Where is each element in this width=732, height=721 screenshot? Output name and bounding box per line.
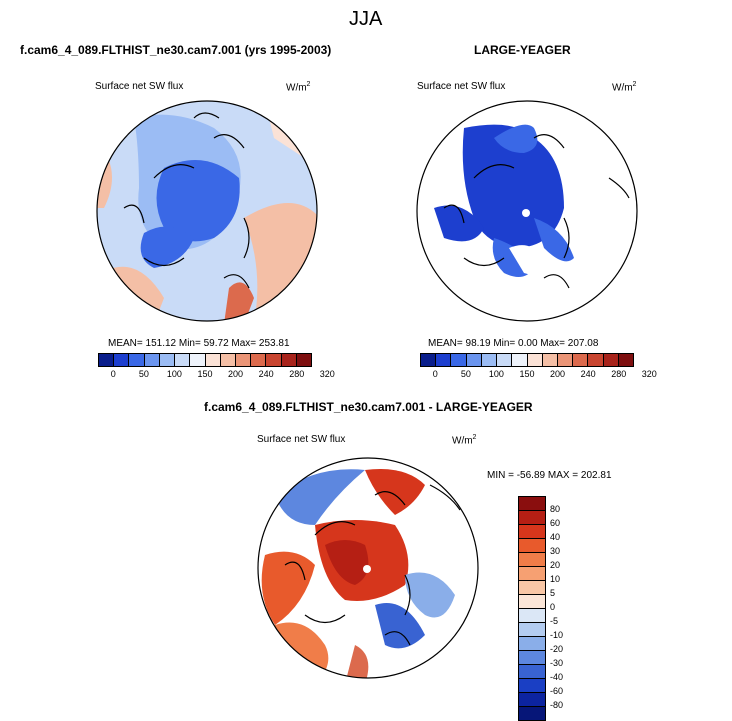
colorbar-swatch xyxy=(519,665,545,679)
colorbar-swatch xyxy=(588,354,604,366)
panel1-heading: f.cam6_4_089.FLTHIST_ne30.cam7.001 (yrs … xyxy=(20,43,332,57)
colorbar-swatch xyxy=(519,553,545,567)
colorbar-swatch xyxy=(519,525,545,539)
pole-dot-icon xyxy=(363,565,371,573)
panel2-variable: Surface net SW flux xyxy=(417,81,506,92)
panel1-units: W/m2 xyxy=(286,81,311,94)
panel2-polar-map xyxy=(416,100,638,322)
colorbar-swatch xyxy=(436,354,452,366)
panel1-variable: Surface net SW flux xyxy=(95,81,184,92)
colorbar-swatch xyxy=(519,623,545,637)
colorbar-swatch xyxy=(557,354,574,366)
colorbar-swatch xyxy=(519,567,545,581)
colorbar-swatch xyxy=(512,354,528,366)
colorbar-tick-label: 100 xyxy=(166,369,182,379)
panel1-polar-map xyxy=(96,100,318,322)
colorbar-swatch xyxy=(519,679,545,693)
panel1-stats: MEAN= 151.12 Min= 59.72 Max= 253.81 xyxy=(108,338,290,349)
colorbar-tick-label: 150 xyxy=(519,369,535,379)
colorbar-tick-label: 5 xyxy=(550,588,556,598)
colorbar-tick-label: -80 xyxy=(550,700,564,710)
colorbar-tick-label: 150 xyxy=(197,369,213,379)
colorbar-swatch xyxy=(519,693,545,707)
panel3-stats: MIN = -56.89 MAX = 202.81 xyxy=(487,470,612,481)
colorbar-tick-label: 10 xyxy=(550,574,561,584)
colorbar-tick-label: -40 xyxy=(550,672,564,682)
colorbar-swatch xyxy=(451,354,467,366)
colorbar-swatch xyxy=(296,354,312,366)
colorbar-swatch xyxy=(519,707,545,720)
colorbar-tick-label: -10 xyxy=(550,630,564,640)
colorbar-swatch xyxy=(519,651,545,665)
pole-dot-icon xyxy=(522,209,530,217)
colorbar-tick-label: 0 xyxy=(110,369,116,379)
colorbar-swatch xyxy=(281,354,297,366)
colorbar-swatch xyxy=(527,354,543,366)
panel2-heading: LARGE-YEAGER xyxy=(474,43,571,57)
colorbar-tick-label: -60 xyxy=(550,686,564,696)
panel1-colorbar: 0 50 100 150 200 240 280 320 xyxy=(98,353,335,379)
colorbar-tick-label: 320 xyxy=(319,369,335,379)
colorbar-swatch xyxy=(99,354,115,366)
colorbar-tick-label: 280 xyxy=(611,369,627,379)
colorbar-swatch xyxy=(159,354,176,366)
panel3-polar-map xyxy=(257,457,479,679)
panel3-colorbar: 80 60 40 30 20 10 5 0 -5 -10 -20 -30 -40 -60 -80 xyxy=(518,496,563,721)
colorbar-tick-label: 20 xyxy=(550,560,561,570)
colorbar-tick-label: 50 xyxy=(460,369,471,379)
colorbar-tick-label: 60 xyxy=(550,518,561,528)
panel3-heading: f.cam6_4_089.FLTHIST_ne30.cam7.001 - LAR… xyxy=(204,400,533,414)
colorbar-swatch xyxy=(190,354,206,366)
colorbar-swatch xyxy=(519,511,545,525)
colorbar-swatch xyxy=(618,354,634,366)
colorbar-swatch xyxy=(175,354,191,366)
colorbar-swatch xyxy=(542,354,558,366)
panel2-stats: MEAN= 98.19 Min= 0.00 Max= 207.08 xyxy=(428,338,599,349)
panel3-variable: Surface net SW flux xyxy=(257,434,346,445)
colorbar-swatch xyxy=(603,354,619,366)
colorbar-swatch xyxy=(235,354,252,366)
colorbar-tick-label: -20 xyxy=(550,644,564,654)
colorbar-swatch xyxy=(266,354,282,366)
colorbar-swatch xyxy=(519,497,545,511)
colorbar-swatch xyxy=(519,581,545,595)
colorbar-tick-label: 240 xyxy=(580,369,596,379)
colorbar-swatch xyxy=(573,354,589,366)
colorbar-tick-label: 80 xyxy=(550,504,561,514)
panel2-colorbar: 0 50 100 150 200 240 280 320 xyxy=(420,353,657,379)
colorbar-swatch xyxy=(519,539,545,553)
panel2-units: W/m2 xyxy=(612,81,637,94)
colorbar-tick-label: 320 xyxy=(641,369,657,379)
colorbar-tick-label: 280 xyxy=(289,369,305,379)
colorbar-swatch xyxy=(519,609,545,623)
colorbar-tick-label: -5 xyxy=(550,616,559,626)
colorbar-swatch xyxy=(519,595,545,609)
colorbar-tick-label: 30 xyxy=(550,546,561,556)
figure-title: JJA xyxy=(349,8,383,30)
colorbar-swatch xyxy=(144,354,160,366)
colorbar-swatch xyxy=(466,354,482,366)
colorbar-swatch xyxy=(205,354,221,366)
colorbar-swatch xyxy=(519,637,545,651)
colorbar-tick-label: 200 xyxy=(228,369,244,379)
colorbar-tick-label: 100 xyxy=(488,369,504,379)
colorbar-tick-label: 40 xyxy=(550,532,561,542)
colorbar-swatch xyxy=(220,354,236,366)
colorbar-swatch xyxy=(114,354,130,366)
colorbar-tick-label: 240 xyxy=(258,369,274,379)
colorbar-swatch xyxy=(497,354,513,366)
colorbar-swatch xyxy=(129,354,145,366)
panel3-units: W/m2 xyxy=(452,434,477,447)
colorbar-tick-label: -30 xyxy=(550,658,564,668)
colorbar-swatch xyxy=(251,354,267,366)
colorbar-tick-label: 0 xyxy=(432,369,438,379)
colorbar-swatch xyxy=(421,354,437,366)
colorbar-tick-label: 0 xyxy=(550,602,556,612)
colorbar-swatch xyxy=(481,354,498,366)
colorbar-tick-label: 200 xyxy=(550,369,566,379)
colorbar-tick-label: 50 xyxy=(138,369,149,379)
